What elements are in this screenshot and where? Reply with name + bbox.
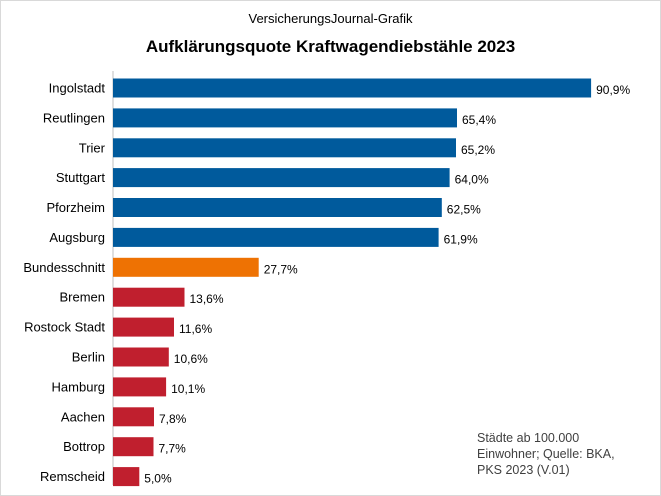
category-label: Stuttgart xyxy=(56,170,106,185)
source-note-line: Städte ab 100.000 xyxy=(477,431,579,445)
value-label: 5,0% xyxy=(144,472,172,486)
value-labels-group: 90,9% 65,4% 65,2% 64,0% 62,5% 61,9% 27,7% 13,6%… xyxy=(144,83,630,486)
value-label: 13,6% xyxy=(190,292,224,306)
value-label: 62,5% xyxy=(447,203,481,217)
category-label: Remscheid xyxy=(40,469,105,484)
value-label: 61,9% xyxy=(444,232,478,246)
value-label: 7,7% xyxy=(159,442,187,456)
bar xyxy=(113,168,450,188)
source-note: Städte ab 100.000 Einwohner; Quelle: BKA… xyxy=(477,431,618,477)
source-note-line: PKS 2023 (V.01) xyxy=(477,463,570,477)
category-label: Ingolstadt xyxy=(49,81,106,96)
category-labels-group: Ingolstadt Reutlingen Trier Stuttgart Pforzh… xyxy=(23,81,105,485)
bar xyxy=(113,407,154,427)
value-label: 90,9% xyxy=(596,83,630,97)
bar xyxy=(113,227,439,247)
bar xyxy=(113,108,457,128)
bar xyxy=(113,467,140,487)
category-label: Bundesschnitt xyxy=(23,260,105,275)
source-note-line: Einwohner; Quelle: BKA, xyxy=(477,447,615,461)
category-label: Bottrop xyxy=(63,439,105,454)
category-label: Bremen xyxy=(59,290,105,305)
category-label: Rostock Stadt xyxy=(24,320,105,335)
chart-subtitle: VersicherungsJournal-Grafik xyxy=(248,11,413,26)
bar xyxy=(113,317,174,337)
bar xyxy=(113,437,154,457)
bar xyxy=(113,138,456,158)
chart-title: Aufklärungsquote Kraftwagendiebstähle 20… xyxy=(146,37,515,56)
bar xyxy=(113,377,167,397)
value-label: 64,0% xyxy=(455,173,489,187)
category-label: Trier xyxy=(79,140,106,155)
category-label: Hamburg xyxy=(52,379,105,394)
bar xyxy=(113,198,442,217)
category-label: Reutlingen xyxy=(43,110,105,125)
bar xyxy=(113,347,169,367)
value-label: 27,7% xyxy=(264,262,298,276)
category-label: Augsburg xyxy=(49,230,105,245)
value-label: 7,8% xyxy=(159,412,187,426)
bar xyxy=(113,287,185,307)
bar xyxy=(113,78,592,98)
value-label: 10,6% xyxy=(174,352,208,366)
category-label: Berlin xyxy=(72,350,105,365)
value-label: 10,1% xyxy=(171,382,205,396)
bar xyxy=(113,257,259,277)
value-label: 65,2% xyxy=(461,143,495,157)
category-label: Pforzheim xyxy=(46,200,105,215)
value-label: 11,6% xyxy=(179,322,212,336)
category-label: Aachen xyxy=(61,409,105,424)
bars-group xyxy=(113,78,592,487)
value-label: 65,4% xyxy=(462,113,496,127)
